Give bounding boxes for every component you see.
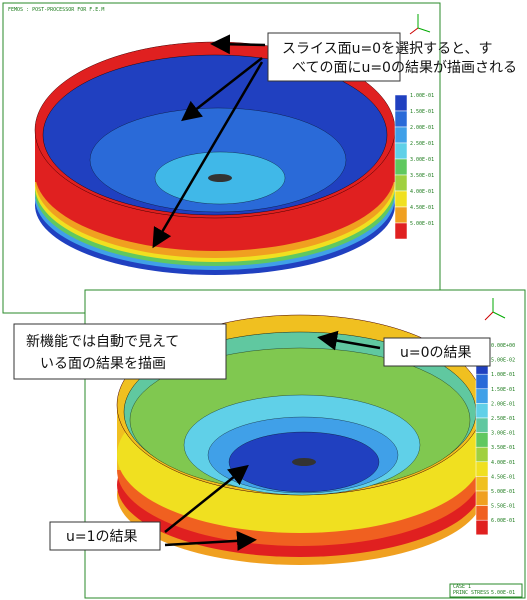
legend-label: 5.50E-01 <box>491 504 515 510</box>
legend-swatch <box>475 446 489 463</box>
legend-swatch <box>475 461 489 477</box>
callout-text: べての面にu=0の結果が描画される <box>292 60 517 76</box>
legend-label: 0.00E+00 <box>491 343 515 349</box>
callout-text: いる面の結果を描画 <box>40 356 166 372</box>
callout-box <box>383 337 491 367</box>
legend-swatch <box>394 222 408 240</box>
legend-label: 4.00E-01 <box>491 460 515 466</box>
legend-label: 1.50E-01 <box>410 109 434 115</box>
legend-label: 3.50E-01 <box>410 173 434 179</box>
legend-label: 6.00E-01 <box>491 518 515 524</box>
callout-text: 新機能では自動で見えて <box>26 334 179 350</box>
legend-label: 3.00E-01 <box>491 431 515 437</box>
legend-swatch <box>394 110 408 128</box>
legend-swatch <box>475 519 489 536</box>
legend-label: 4.50E-01 <box>491 474 515 480</box>
legend-label: 5.00E-02 <box>491 358 515 364</box>
legend-label: 1.00E-01 <box>491 372 515 378</box>
legend-swatch <box>394 206 408 224</box>
legend-label: 3.00E-01 <box>410 157 434 163</box>
header: FEMOS : POST-PROCESSOR FOR F.E.M <box>8 7 104 13</box>
legend-swatch <box>475 476 489 492</box>
legend-swatch <box>394 94 408 112</box>
legend-swatch <box>394 126 408 144</box>
callout-box <box>267 32 401 82</box>
callout-text: スライス面u=0を選択すると、す <box>282 41 493 57</box>
legend-swatch <box>475 403 489 419</box>
legend-label: 4.00E-01 <box>410 189 434 195</box>
callout-text: u=1の結果 <box>66 529 138 545</box>
callout-box <box>13 323 227 380</box>
legend-swatch <box>475 417 489 433</box>
legend-swatch <box>394 158 408 176</box>
dish-model <box>34 41 396 275</box>
legend-swatch <box>475 432 489 448</box>
legend-label: 2.50E-01 <box>410 141 434 147</box>
legend-swatch <box>394 190 408 208</box>
legend-swatch <box>475 505 489 521</box>
legend-swatch <box>394 174 408 192</box>
legend-swatch <box>394 142 408 160</box>
legend-label: 5.00E-01 <box>410 221 434 227</box>
callout-box <box>49 521 161 551</box>
legend-label: 2.00E-01 <box>491 401 515 407</box>
legend-label: 3.50E-01 <box>491 445 515 451</box>
legend-swatch <box>475 373 489 390</box>
info-text: 5.00E-01 <box>491 590 515 596</box>
callout-text: u=0の結果 <box>400 345 472 361</box>
viewer-window-1: FEMOS : POST-PROCESSOR FOR F.E.M 1.00E-0… <box>2 2 441 314</box>
annotations: スライス面u=0を選択すると、す べての面にu=0の結果が描画される 新機能では… <box>13 32 517 551</box>
legend-label: 4.50E-01 <box>410 205 434 211</box>
legend-label: 2.50E-01 <box>491 416 515 422</box>
legend-label: 2.00E-01 <box>410 125 434 131</box>
legend-label: 1.50E-01 <box>491 387 515 393</box>
arrows <box>152 34 381 551</box>
legend-swatch <box>475 490 489 506</box>
legend-label: 5.00E-01 <box>491 489 515 495</box>
info-text: CASE 1 <box>453 584 471 590</box>
info-text: PRINC STRESS <box>453 590 489 596</box>
legend-swatch <box>475 388 489 404</box>
legend-label: 1.00E-01 <box>410 93 434 99</box>
color-legend: 1.00E-01 1.50E-01 2.00E-01 2.50E-01 3.00E-01… <box>394 93 434 240</box>
